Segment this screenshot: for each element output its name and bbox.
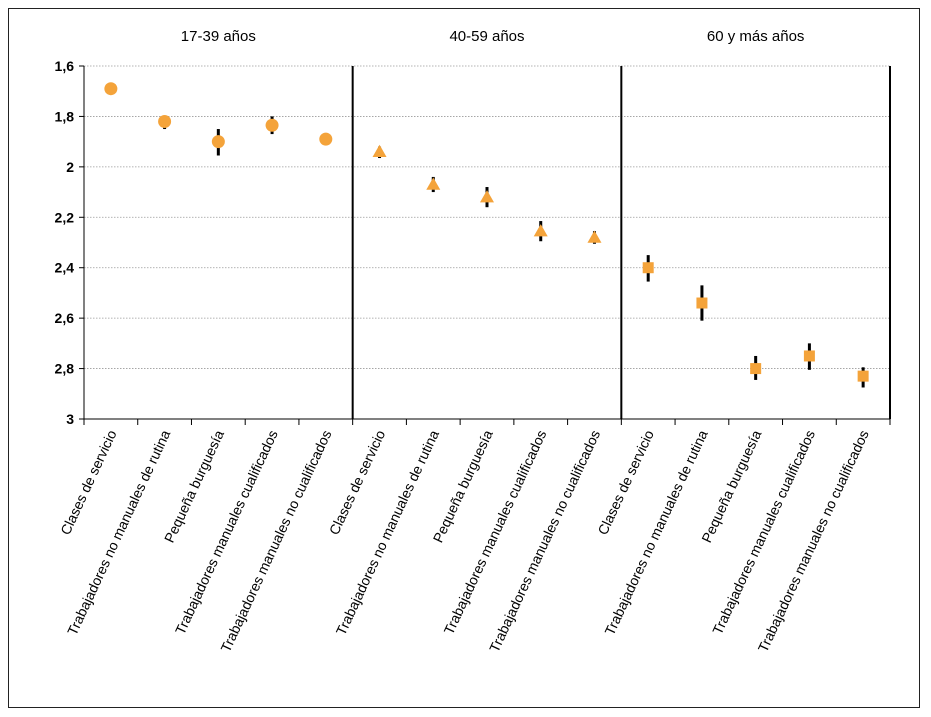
data-point-triangle	[533, 224, 548, 237]
x-category-label: Trabajadores manuales no cualificados	[217, 428, 334, 655]
x-category-label: Pequeña burguesía	[430, 427, 496, 545]
chart-frame: 1,6 1,8 2 2,2 2,4 2,6 2,8 3 17-39 años 40-59 años…	[8, 8, 920, 708]
group-label: 17-39 años	[181, 28, 256, 45]
data-point-triangle	[587, 230, 602, 243]
data-point-circle	[265, 118, 279, 132]
chart-svg: 1,6 1,8 2 2,2 2,4 2,6 2,8 3 17-39 años 40-59 años…	[55, 28, 891, 655]
data-point-square	[642, 262, 654, 274]
data-point-square	[803, 350, 815, 362]
y-tick-label: 2	[66, 159, 74, 175]
y-tick-label: 2,6	[55, 310, 75, 326]
data-point-circle	[211, 135, 225, 149]
y-tick-label: 2,2	[55, 209, 75, 225]
group-label: 40-59 años	[449, 28, 524, 45]
x-category-label: Trabajadores manuales cualificados	[172, 428, 281, 637]
data-point-triangle	[480, 190, 494, 203]
x-category-label: Trabajadores manuales cualificados	[440, 428, 549, 637]
y-tick-label: 3	[66, 411, 74, 427]
x-category-label: Pequeña burguesía	[698, 427, 764, 545]
data-point-circle	[104, 82, 118, 96]
data-point-triangle	[372, 144, 387, 157]
x-category-label: Trabajadores no manuales de rutina	[601, 427, 710, 637]
x-category-label: Clases de servicio	[57, 427, 120, 537]
x-category-label: Clases de servicio	[594, 427, 657, 537]
data-point-circle	[158, 114, 172, 128]
data-point-square	[750, 363, 762, 375]
y-tick-label: 2,4	[55, 260, 75, 276]
x-category-label: Clases de servicio	[326, 427, 389, 537]
data-point-square	[857, 370, 869, 382]
y-tick-label: 1,8	[55, 108, 75, 124]
data-point-circle	[319, 132, 333, 146]
y-tick-label: 2,8	[55, 361, 75, 377]
x-category-label: Trabajadores manuales no cualificados	[755, 428, 872, 655]
x-category-label: Pequeña burguesía	[161, 427, 227, 545]
x-category-label: Trabajadores no manuales de rutina	[333, 427, 442, 637]
data-point-square	[696, 297, 708, 309]
group-label: 60 y más años	[707, 28, 805, 45]
y-tick-label: 1,6	[55, 58, 75, 74]
x-category-label: Trabajadores manuales no cualificados	[486, 428, 603, 655]
x-category-label: Trabajadores no manuales de rutina	[64, 427, 173, 637]
x-category-label: Trabajadores manuales cualificados	[709, 428, 818, 637]
data-point-triangle	[426, 177, 441, 190]
